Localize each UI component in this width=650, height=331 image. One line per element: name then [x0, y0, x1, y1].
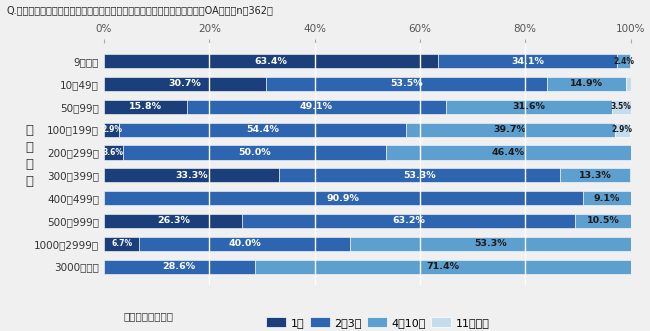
- Text: 90.9%: 90.9%: [327, 194, 359, 203]
- Text: 31.6%: 31.6%: [512, 102, 545, 111]
- Text: 40.0%: 40.0%: [228, 239, 261, 248]
- Text: 従
業
員
数: 従 業 員 数: [25, 123, 33, 188]
- Bar: [104, 260, 255, 274]
- Bar: [104, 214, 630, 228]
- Bar: [242, 214, 575, 228]
- Text: 63.4%: 63.4%: [254, 57, 287, 66]
- Bar: [104, 168, 630, 182]
- Text: 6.7%: 6.7%: [111, 239, 132, 248]
- Bar: [104, 237, 139, 251]
- Bar: [582, 191, 630, 205]
- Text: 39.7%: 39.7%: [494, 125, 526, 134]
- Bar: [104, 191, 582, 205]
- Text: 53.5%: 53.5%: [390, 79, 422, 88]
- Bar: [350, 237, 630, 251]
- Text: 49.1%: 49.1%: [300, 102, 333, 111]
- Legend: 1人, 2～3人, 4～10人, 11人以上: 1人, 2～3人, 4～10人, 11人以上: [261, 312, 494, 331]
- Bar: [255, 260, 630, 274]
- Bar: [104, 237, 630, 251]
- Text: 54.4%: 54.4%: [246, 125, 279, 134]
- Text: 2.9%: 2.9%: [612, 125, 633, 134]
- Bar: [104, 214, 242, 228]
- Text: 53.3%: 53.3%: [403, 171, 436, 180]
- Bar: [615, 122, 630, 137]
- Text: 34.1%: 34.1%: [511, 57, 544, 66]
- Bar: [104, 168, 280, 182]
- Text: 53.3%: 53.3%: [474, 239, 506, 248]
- Bar: [560, 168, 630, 182]
- Text: 71.4%: 71.4%: [426, 262, 459, 271]
- Bar: [104, 145, 630, 160]
- Text: 3.5%: 3.5%: [611, 102, 632, 111]
- Bar: [187, 100, 446, 114]
- Bar: [104, 77, 630, 91]
- Text: 28.6%: 28.6%: [162, 262, 196, 271]
- Bar: [386, 145, 630, 160]
- Bar: [626, 77, 631, 91]
- Text: 50.0%: 50.0%: [239, 148, 271, 157]
- Text: 10.5%: 10.5%: [586, 216, 619, 225]
- Text: 2.4%: 2.4%: [613, 57, 634, 66]
- Bar: [104, 260, 630, 274]
- Bar: [104, 54, 438, 68]
- Bar: [104, 54, 630, 68]
- Text: 13.3%: 13.3%: [578, 171, 612, 180]
- Bar: [618, 54, 630, 68]
- Text: 26.3%: 26.3%: [157, 216, 190, 225]
- Bar: [104, 145, 123, 160]
- Bar: [406, 122, 615, 137]
- Bar: [438, 54, 618, 68]
- Bar: [104, 122, 630, 137]
- Text: 14.9%: 14.9%: [570, 79, 603, 88]
- Text: 46.4%: 46.4%: [492, 148, 525, 157]
- Text: 15.8%: 15.8%: [129, 102, 162, 111]
- Bar: [612, 100, 630, 114]
- Bar: [104, 100, 187, 114]
- Bar: [547, 77, 626, 91]
- Bar: [280, 168, 560, 182]
- Text: 63.2%: 63.2%: [393, 216, 425, 225]
- Bar: [575, 214, 630, 228]
- Bar: [123, 145, 386, 160]
- Bar: [266, 77, 547, 91]
- Bar: [104, 122, 119, 137]
- Bar: [104, 77, 266, 91]
- Text: 2.9%: 2.9%: [101, 125, 122, 134]
- Text: 3.6%: 3.6%: [103, 148, 124, 157]
- Text: Q.あなたのお勤め先では経理・財務に従事している人は何人いますか。（OA、％、n＝362）: Q.あなたのお勤め先では経理・財務に従事している人は何人いますか。（OA、％、n…: [6, 5, 274, 15]
- Bar: [139, 237, 350, 251]
- Bar: [446, 100, 612, 114]
- Bar: [104, 191, 630, 205]
- Text: 33.3%: 33.3%: [176, 171, 208, 180]
- Text: 経理担当者の人数: 経理担当者の人数: [124, 311, 174, 321]
- Bar: [104, 100, 630, 114]
- Bar: [119, 122, 406, 137]
- Text: 9.1%: 9.1%: [593, 194, 619, 203]
- Text: 30.7%: 30.7%: [168, 79, 202, 88]
